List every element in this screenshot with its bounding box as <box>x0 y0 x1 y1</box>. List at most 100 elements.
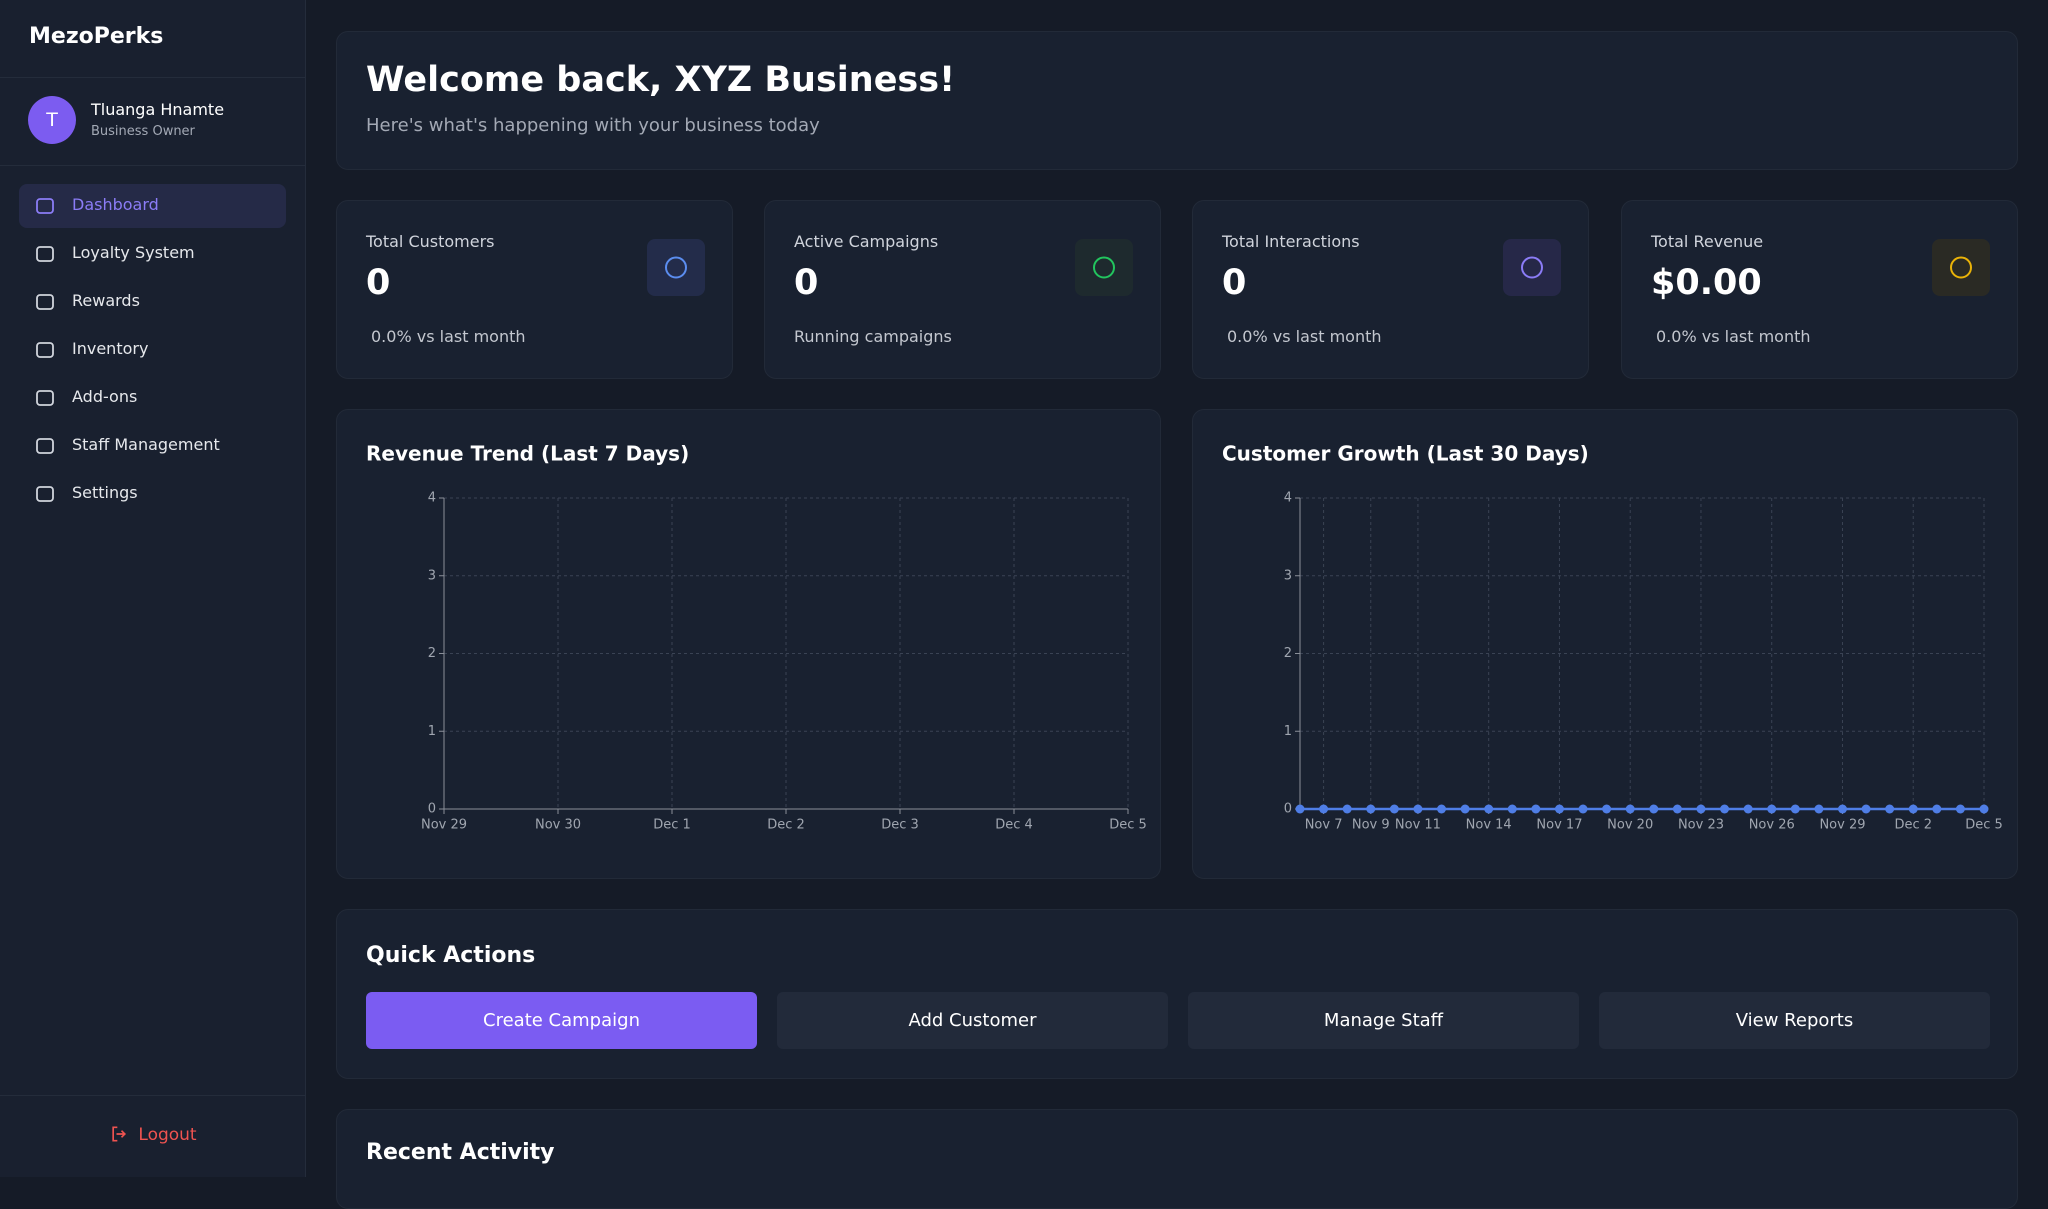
x-tick-label: Dec 2 <box>1894 818 1932 833</box>
chart-title: Customer Growth (Last 30 Days) <box>1222 442 1589 466</box>
action-button[interactable]: Add Customer <box>777 992 1168 1049</box>
avatar: T <box>28 96 76 144</box>
nav-icon <box>36 438 54 454</box>
logout-icon <box>112 1126 127 1142</box>
point <box>1767 804 1777 814</box>
stat-label: Total Interactions <box>1222 232 1360 251</box>
stat-label: Total Customers <box>366 232 495 251</box>
logout[interactable]: Logout <box>0 1124 305 1145</box>
quick-actions-title: Quick Actions <box>366 943 536 968</box>
icon <box>1950 256 1972 279</box>
y-tick-label: 1 <box>1284 724 1292 739</box>
point <box>1342 804 1352 814</box>
x-tick-label: Dec 5 <box>1965 818 2003 833</box>
icon-shape <box>1521 256 1543 279</box>
stat-label: Active Campaigns <box>794 232 939 251</box>
icon-shape <box>1093 256 1115 279</box>
point <box>1507 804 1517 814</box>
point <box>1366 804 1376 814</box>
point <box>1625 804 1635 814</box>
point <box>1743 804 1753 814</box>
icon-shape <box>665 256 687 279</box>
header-card: Welcome back, XYZ Business! Here's what'… <box>336 31 2018 170</box>
nav-item[interactable]: Staff Management <box>19 424 286 468</box>
stat-icon <box>1075 239 1133 296</box>
stat-note: 0.0% vs last month <box>371 327 526 346</box>
nav-item[interactable]: Loyalty System <box>19 232 286 276</box>
point <box>1790 804 1800 814</box>
action-button[interactable]: Manage Staff <box>1188 992 1579 1049</box>
point <box>1295 804 1305 814</box>
point <box>1955 804 1965 814</box>
stat-value: 0 <box>366 263 391 303</box>
y-tick-label: 4 <box>1284 491 1292 506</box>
x-tick-label: Dec 1 <box>653 818 691 833</box>
point <box>1649 804 1659 814</box>
chart: Revenue Trend (Last 7 Days) 0 1 2 3 4 Nov 29 No… <box>366 442 1147 833</box>
nav-icon <box>36 246 54 262</box>
stat-icon <box>647 239 705 296</box>
nav-label: Settings <box>72 483 138 502</box>
stat-card: Total Interactions 0 0.0% vs last month <box>1192 200 1589 379</box>
stat-card: Total Customers 0 0.0% vs last month <box>336 200 733 379</box>
point <box>1885 804 1895 814</box>
icon-shape <box>36 198 54 214</box>
point <box>1720 804 1730 814</box>
point <box>1460 804 1470 814</box>
icon <box>1093 256 1115 279</box>
stat-note: 0.0% vs last month <box>1656 327 1811 346</box>
point <box>1578 804 1588 814</box>
icon-shape <box>36 246 54 262</box>
stat-card: Active Campaigns 0 Running campaigns <box>764 200 1161 379</box>
point <box>1837 804 1847 814</box>
icon-shape <box>36 438 54 454</box>
recent-activity-title: Recent Activity <box>366 1140 555 1165</box>
x-tick-label: Nov 30 <box>535 818 581 833</box>
nav-item[interactable]: Dashboard <box>19 184 286 228</box>
stat-value: 0 <box>1222 263 1247 303</box>
y-tick-label: 0 <box>428 802 436 817</box>
x-tick-label: Nov 14 <box>1466 818 1512 833</box>
point <box>1814 804 1824 814</box>
x-tick-label: Nov 9 <box>1352 818 1390 833</box>
y-tick-label: 3 <box>1284 568 1292 583</box>
point <box>1861 804 1871 814</box>
nav-item[interactable]: Rewards <box>19 280 286 324</box>
icon-shape <box>36 390 54 406</box>
nav-icon <box>36 294 54 310</box>
nav-icon <box>36 486 54 502</box>
point <box>1319 804 1329 814</box>
point <box>1908 804 1918 814</box>
x-tick-label: Nov 29 <box>1819 818 1865 833</box>
point <box>1696 804 1706 814</box>
x-tick-label: Nov 23 <box>1678 818 1724 833</box>
stat-value: 0 <box>794 263 819 303</box>
chart: Customer Growth (Last 30 Days) 0 1 2 3 4 Nov 7… <box>1222 442 2003 833</box>
brand: MezoPerks <box>29 24 164 49</box>
icon <box>1521 256 1543 279</box>
point <box>1672 804 1682 814</box>
nav-icon <box>36 342 54 358</box>
nav-label: Loyalty System <box>72 243 195 262</box>
point <box>1531 804 1541 814</box>
action-button[interactable]: Create Campaign <box>366 992 757 1049</box>
stat-icon <box>1932 239 1990 296</box>
icon-shape <box>1950 256 1972 279</box>
x-tick-label: Nov 26 <box>1749 818 1795 833</box>
divider <box>0 77 305 78</box>
point <box>1554 804 1564 814</box>
recent-activity-card: Recent Activity <box>336 1109 2018 1209</box>
stat-note: Running campaigns <box>794 327 952 346</box>
nav-item[interactable]: Inventory <box>19 328 286 372</box>
y-tick-label: 2 <box>1284 646 1292 661</box>
icon-shape <box>36 294 54 310</box>
user-role: Business Owner <box>91 124 195 139</box>
point <box>1484 804 1494 814</box>
action-button[interactable]: View Reports <box>1599 992 1990 1049</box>
nav-label: Staff Management <box>72 435 220 454</box>
nav-item[interactable]: Add-ons <box>19 376 286 420</box>
point <box>1602 804 1612 814</box>
nav-item[interactable]: Settings <box>19 472 286 516</box>
point <box>1979 804 1989 814</box>
y-tick-label: 2 <box>428 646 436 661</box>
